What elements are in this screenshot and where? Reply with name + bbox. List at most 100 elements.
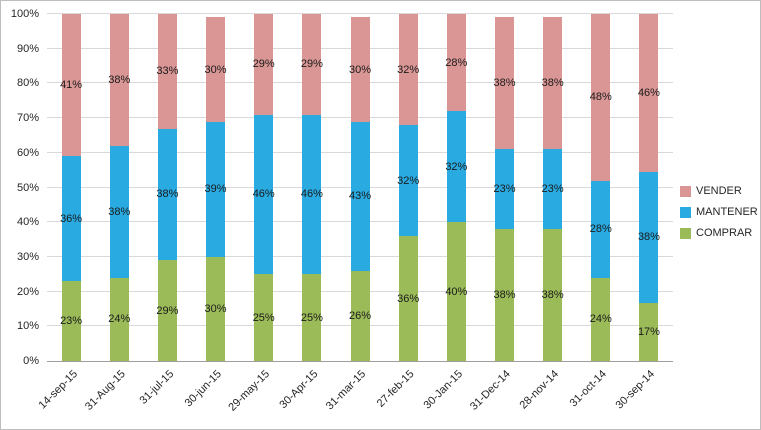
bar-segment-vender[interactable]: 33% bbox=[156, 14, 179, 129]
chart-legend: VENDER MANTENER COMPRAR bbox=[680, 185, 758, 239]
legend-swatch-icon bbox=[680, 185, 691, 197]
bar-segment-comprar[interactable]: 38% bbox=[493, 229, 516, 361]
bar-segment-mantener[interactable]: 36% bbox=[60, 156, 83, 282]
stacked-bar[interactable]: 38% 23% 38% bbox=[541, 14, 564, 361]
bar-segment-vender[interactable]: 32% bbox=[397, 14, 419, 126]
data-label: 43% bbox=[349, 190, 372, 203]
bar-segment-comprar[interactable]: 30% bbox=[204, 256, 227, 361]
bar-segment-mantener[interactable]: 23% bbox=[541, 149, 564, 230]
bar-segment-mantener[interactable]: 43% bbox=[349, 121, 372, 271]
data-label: 24% bbox=[589, 313, 612, 326]
bar-segment-mantener[interactable]: 39% bbox=[205, 121, 227, 257]
bar-segment-mantener[interactable]: 46% bbox=[300, 114, 323, 275]
data-label: 38% bbox=[493, 77, 516, 90]
stacked-bar[interactable]: 36% 32% 32% bbox=[397, 14, 420, 361]
bar-segment-mantener[interactable]: 46% bbox=[252, 114, 275, 275]
bar-segment-comprar[interactable]: 24% bbox=[589, 277, 612, 361]
legend-label: VENDER bbox=[696, 185, 742, 197]
bar-segment-comprar[interactable]: 40% bbox=[445, 222, 467, 361]
bar-segment-comprar[interactable]: 17% bbox=[638, 302, 660, 361]
bar-segment-vender[interactable]: 29% bbox=[253, 14, 275, 115]
data-label: 23% bbox=[60, 315, 83, 328]
data-label: 23% bbox=[493, 183, 516, 196]
stacked-bar[interactable]: 25% 46% 29% bbox=[300, 14, 323, 361]
legend-item-comprar[interactable]: COMPRAR bbox=[680, 227, 758, 239]
bar-column: 24% 38% 38% 31-Aug-15 bbox=[83, 14, 143, 413]
bar-segment-vender[interactable]: 28% bbox=[445, 14, 467, 112]
bars-container: 23% 36% 41% 14-sep-15 24% 38% 38% 31-Aug-15 29% 3… bbox=[36, 14, 673, 414]
y-axis-tick-label: 70% bbox=[16, 112, 39, 125]
bar-segment-vender[interactable]: 30% bbox=[205, 17, 227, 122]
data-label: 38% bbox=[493, 289, 516, 302]
bar-segment-vender[interactable]: 46% bbox=[638, 14, 660, 173]
bar-segment-mantener[interactable]: 32% bbox=[397, 125, 419, 237]
stacked-bar[interactable]: 38% 23% 38% bbox=[493, 14, 516, 361]
data-label: 26% bbox=[349, 309, 372, 322]
x-axis-category-label: 31-jul-15 bbox=[137, 368, 176, 407]
stacked-bar[interactable]: 26% 43% 30% bbox=[349, 14, 372, 361]
bar-segment-comprar[interactable]: 25% bbox=[301, 274, 323, 361]
bar-segment-comprar[interactable]: 36% bbox=[397, 236, 420, 361]
y-axis-tick-label: 0% bbox=[23, 355, 39, 367]
bar-segment-comprar[interactable]: 38% bbox=[541, 229, 564, 361]
legend-label: COMPRAR bbox=[696, 227, 753, 239]
data-label: 36% bbox=[60, 212, 83, 225]
legend-item-mantener[interactable]: MANTENER bbox=[680, 206, 758, 218]
bar-column: 25% 46% 29% 30-Apr-15 bbox=[277, 14, 336, 411]
legend-item-vender[interactable]: VENDER bbox=[680, 185, 758, 197]
bar-column: 26% 43% 30% 31-mar-15 bbox=[324, 14, 384, 412]
data-label: 46% bbox=[252, 188, 275, 201]
stacked-bar[interactable]: 24% 38% 38% bbox=[108, 14, 130, 361]
bar-segment-vender[interactable]: 38% bbox=[542, 17, 564, 150]
bar-segment-vender[interactable]: 48% bbox=[590, 14, 612, 181]
bar-segment-mantener[interactable]: 38% bbox=[108, 145, 130, 278]
bar-segment-mantener[interactable]: 23% bbox=[493, 149, 516, 230]
bar-segment-comprar[interactable]: 26% bbox=[349, 270, 372, 361]
stacked-bar[interactable]: 17% 38% 46% bbox=[638, 14, 660, 361]
bar-segment-comprar[interactable]: 25% bbox=[253, 274, 275, 361]
bar-segment-vender[interactable]: 41% bbox=[60, 14, 82, 157]
data-label: 33% bbox=[156, 65, 179, 78]
x-axis-category-label: 27-feb-15 bbox=[374, 368, 417, 410]
bar-segment-comprar[interactable]: 29% bbox=[156, 260, 178, 361]
bar-column: 17% 38% 46% 30-sep-14 bbox=[614, 14, 673, 412]
x-axis-category-label: 31-oct-14 bbox=[567, 368, 610, 410]
y-axis-tick-label: 50% bbox=[16, 181, 39, 194]
stacked-bar[interactable]: 29% 38% 33% bbox=[156, 14, 179, 361]
bar-segment-mantener[interactable]: 28% bbox=[590, 180, 612, 278]
x-axis-category-label: 30-sep-14 bbox=[613, 368, 658, 412]
data-label: 23% bbox=[541, 183, 564, 196]
bar-segment-mantener[interactable]: 38% bbox=[638, 172, 660, 303]
bar-segment-vender[interactable]: 38% bbox=[108, 14, 130, 146]
y-axis-tick-label: 90% bbox=[16, 42, 39, 55]
x-axis-category-label: 30-Apr-15 bbox=[277, 368, 321, 412]
y-axis-tick-label: 100% bbox=[10, 8, 39, 20]
bar-segment-vender[interactable]: 29% bbox=[301, 14, 323, 115]
y-axis-tick-label: 60% bbox=[16, 146, 39, 159]
bar-segment-comprar[interactable]: 24% bbox=[108, 277, 130, 361]
x-axis-category-label: 28-nov-14 bbox=[517, 368, 562, 412]
bar-column: 30% 39% 30% 30-jun-15 bbox=[183, 14, 239, 409]
bar-column: 29% 38% 33% 31-jul-15 bbox=[137, 14, 191, 407]
stacked-bar[interactable]: 24% 28% 48% bbox=[589, 14, 612, 361]
bar-column: 40% 32% 28% 30-Jan-15 bbox=[421, 14, 480, 412]
bar-segment-comprar[interactable]: 23% bbox=[60, 281, 83, 361]
y-axis-tick-label: 80% bbox=[16, 77, 39, 90]
stacked-bar[interactable]: 40% 32% 28% bbox=[445, 14, 468, 361]
data-label: 36% bbox=[397, 292, 420, 305]
bar-segment-vender[interactable]: 30% bbox=[349, 17, 371, 122]
y-axis-tick-label: 10% bbox=[16, 320, 39, 333]
bar-segment-mantener[interactable]: 32% bbox=[445, 111, 468, 223]
stacked-bar[interactable]: 30% 39% 30% bbox=[204, 14, 227, 361]
data-label: 30% bbox=[204, 302, 227, 315]
bar-segment-mantener[interactable]: 38% bbox=[156, 128, 178, 261]
bar-column: 24% 28% 48% 31-oct-14 bbox=[568, 14, 625, 409]
data-label: 32% bbox=[445, 160, 468, 173]
x-axis-category-label: 31-mar-15 bbox=[324, 368, 369, 413]
bar-segment-vender[interactable]: 38% bbox=[493, 17, 516, 150]
data-label: 46% bbox=[300, 188, 323, 201]
stacked-bar[interactable]: 25% 46% 29% bbox=[252, 14, 275, 361]
stacked-bar[interactable]: 23% 36% 41% bbox=[60, 14, 83, 361]
data-label: 38% bbox=[541, 289, 564, 302]
